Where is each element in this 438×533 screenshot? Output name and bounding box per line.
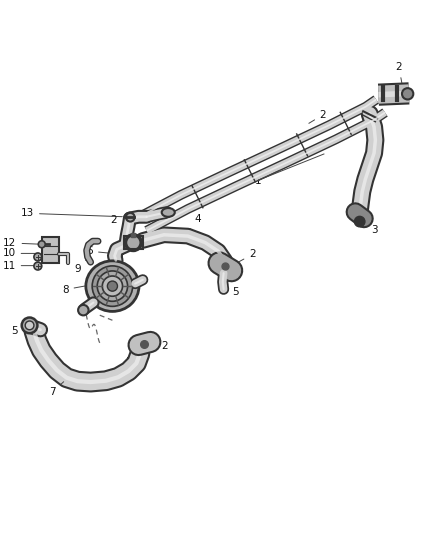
Text: 13: 13	[21, 208, 122, 219]
Text: 1: 1	[255, 176, 262, 187]
Text: 11: 11	[3, 261, 35, 271]
Circle shape	[25, 321, 34, 330]
Circle shape	[97, 271, 127, 301]
Text: 2: 2	[309, 110, 326, 123]
Circle shape	[34, 253, 42, 261]
Text: 2: 2	[148, 341, 168, 351]
Text: 8: 8	[62, 282, 105, 295]
Circle shape	[92, 266, 133, 306]
Text: 3: 3	[362, 224, 378, 235]
Circle shape	[78, 305, 88, 316]
Text: 12: 12	[4, 238, 39, 248]
Ellipse shape	[162, 208, 175, 217]
Text: 2: 2	[232, 249, 256, 266]
Circle shape	[102, 276, 123, 296]
Circle shape	[354, 216, 365, 227]
Text: 2: 2	[110, 215, 128, 238]
Circle shape	[22, 318, 37, 333]
Text: 2: 2	[396, 62, 403, 88]
Bar	[124, 236, 143, 249]
Text: 5: 5	[225, 281, 239, 297]
Text: 7: 7	[49, 382, 64, 397]
Text: 6: 6	[86, 246, 113, 256]
Circle shape	[107, 281, 117, 291]
Circle shape	[402, 88, 413, 100]
Text: 4: 4	[185, 214, 201, 235]
Circle shape	[38, 241, 45, 248]
Text: 10: 10	[3, 248, 39, 259]
Circle shape	[126, 213, 134, 222]
Text: 9: 9	[74, 258, 88, 274]
Ellipse shape	[86, 261, 139, 311]
Circle shape	[34, 262, 42, 270]
Text: 5: 5	[11, 326, 33, 336]
Bar	[42, 237, 59, 263]
